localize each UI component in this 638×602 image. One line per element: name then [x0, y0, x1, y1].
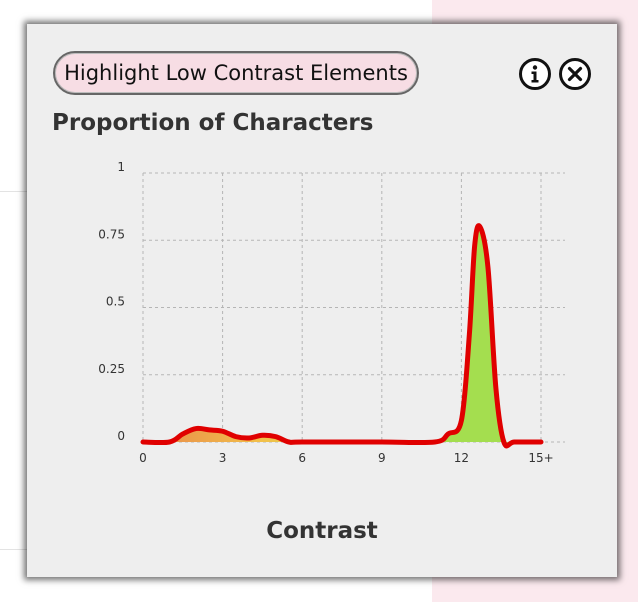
y-tick-label: 0.75 — [98, 227, 125, 241]
contrast-chart: 0 3 6 9 12 15+ 0 0.25 0.5 0.75 1 — [98, 160, 565, 465]
chart-title: Proportion of Characters — [52, 110, 374, 136]
series-line — [140, 223, 544, 449]
y-tick-label: 0.5 — [106, 295, 125, 309]
x-tick-label: 12 — [454, 451, 469, 465]
x-tick-label: 3 — [219, 451, 227, 465]
background-divider — [0, 549, 30, 550]
info-icon[interactable] — [518, 57, 552, 91]
y-tick-label: 0.25 — [98, 362, 125, 376]
close-icon[interactable] — [558, 57, 592, 91]
background-divider — [0, 191, 30, 192]
area-fill — [143, 225, 541, 446]
highlight-low-contrast-button[interactable]: Highlight Low Contrast Elements — [53, 51, 419, 95]
y-tick-label: 1 — [117, 160, 125, 174]
x-axis-title: Contrast — [266, 518, 378, 544]
contrast-panel: Highlight Low Contrast Elements Proporti… — [27, 24, 617, 577]
x-tick-label: 6 — [298, 451, 306, 465]
x-tick-label: 15+ — [528, 451, 553, 465]
x-tick-label: 9 — [378, 451, 386, 465]
x-tick-label: 0 — [139, 451, 147, 465]
y-tick-label: 0 — [117, 429, 125, 443]
